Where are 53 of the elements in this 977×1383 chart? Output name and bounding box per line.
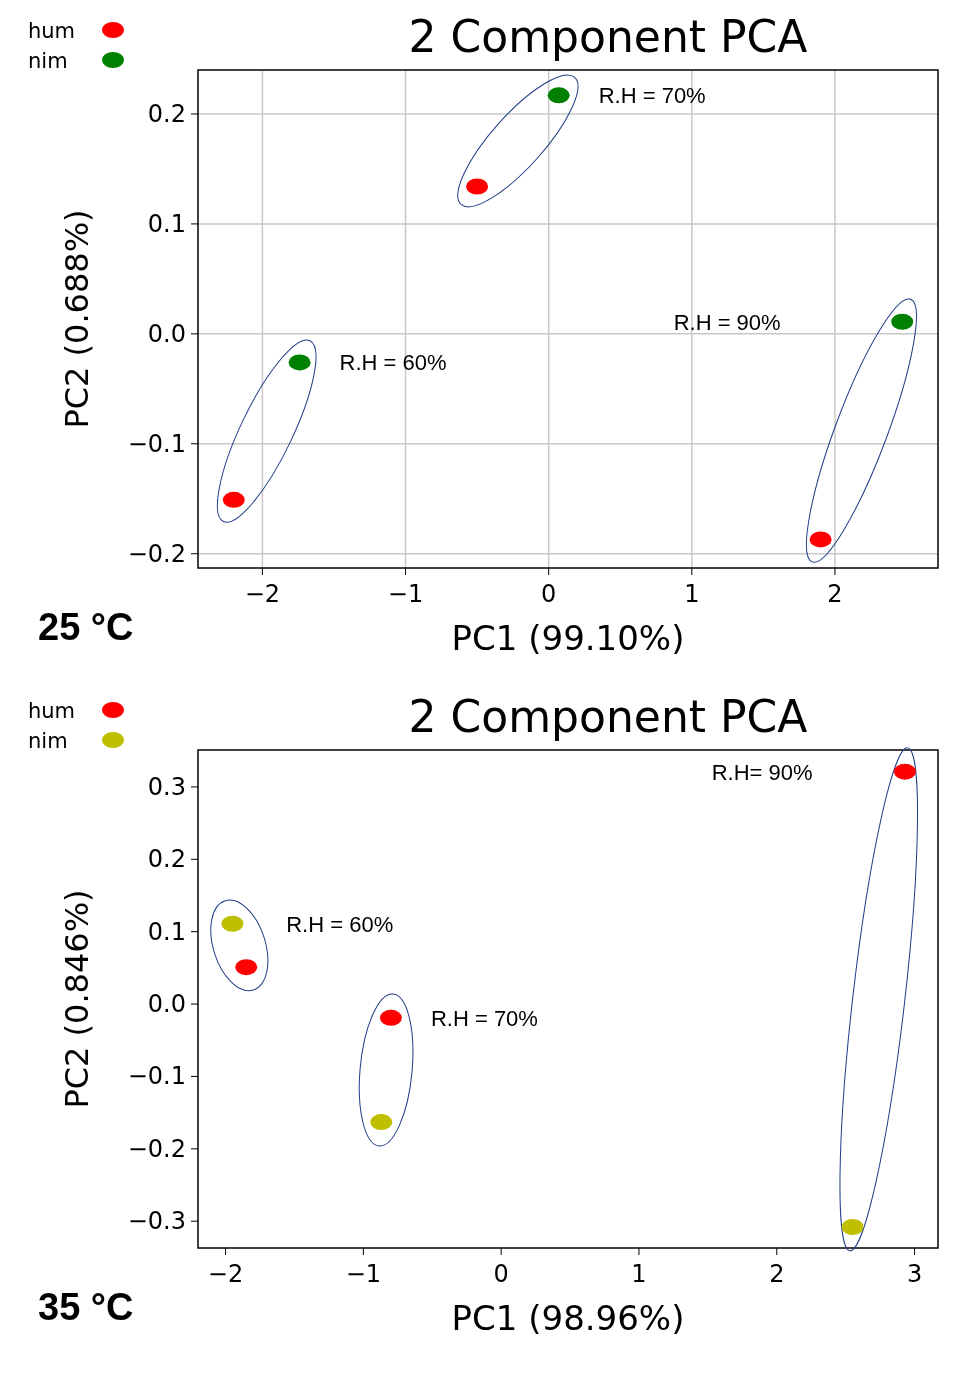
annotation: R.H = 60% xyxy=(339,350,447,376)
point xyxy=(841,1219,864,1236)
point xyxy=(288,354,311,371)
y-tick-label: −0.1 xyxy=(127,429,186,458)
annotation: R.H = 70% xyxy=(430,1005,538,1031)
y-tick-label: 0.3 xyxy=(147,772,186,801)
x-tick-label: −2 xyxy=(207,1260,244,1288)
annotation: R.H = 60% xyxy=(286,911,394,937)
y-tick-label: −0.2 xyxy=(127,539,186,568)
legend-label: nim xyxy=(28,729,68,753)
y-tick-label: 0.2 xyxy=(147,845,186,874)
annotation: R.H = 90% xyxy=(673,309,781,335)
legend-label: nim xyxy=(28,49,68,73)
x-tick-label: 0 xyxy=(541,580,557,608)
x-tick-label: −2 xyxy=(244,580,281,608)
legend-label: hum xyxy=(28,699,76,723)
y-tick-label: −0.3 xyxy=(127,1207,186,1236)
annotation: R.H = 70% xyxy=(598,83,706,109)
point xyxy=(891,313,914,330)
x-tick-label: 1 xyxy=(631,1260,647,1288)
x-tick-label: 2 xyxy=(827,580,843,608)
y-tick-label: −0.2 xyxy=(127,1134,186,1163)
y-axis-title: PC2 (0.688%) xyxy=(58,209,96,429)
y-tick-label: 0.1 xyxy=(147,917,186,946)
point xyxy=(379,1009,402,1026)
y-tick-label: 0.0 xyxy=(147,319,186,348)
y-tick-label: −0.1 xyxy=(127,1062,186,1091)
y-tick-label: 0.2 xyxy=(147,99,186,128)
text: 35 °C xyxy=(38,1286,134,1328)
point xyxy=(893,763,916,780)
point xyxy=(809,531,832,548)
x-axis-title: PC1 (98.96%) xyxy=(451,1298,685,1338)
x-tick-label: 1 xyxy=(684,580,700,608)
legend-label: hum xyxy=(28,19,76,43)
annotation: R.H= 90% xyxy=(711,759,813,785)
point xyxy=(221,915,244,932)
x-axis-title: PC1 (99.10%) xyxy=(451,618,685,658)
y-axis-title: PC2 (0.846%) xyxy=(58,889,96,1109)
point xyxy=(370,1114,393,1131)
point xyxy=(466,178,489,195)
y-tick-label: 0.1 xyxy=(147,209,186,238)
chart-title: 2 Component PCA xyxy=(408,11,808,62)
point xyxy=(222,491,245,508)
x-tick-label: 3 xyxy=(906,1260,923,1288)
chart-title: 2 Component PCA xyxy=(408,691,808,742)
y-tick-label: 0.0 xyxy=(147,990,186,1019)
point xyxy=(547,87,570,104)
x-tick-label: −1 xyxy=(387,580,424,608)
x-tick-label: 0 xyxy=(493,1260,509,1288)
text: 25 °C xyxy=(38,606,134,648)
point xyxy=(235,959,258,976)
x-tick-label: 2 xyxy=(769,1260,785,1288)
x-tick-label: −1 xyxy=(345,1260,382,1288)
